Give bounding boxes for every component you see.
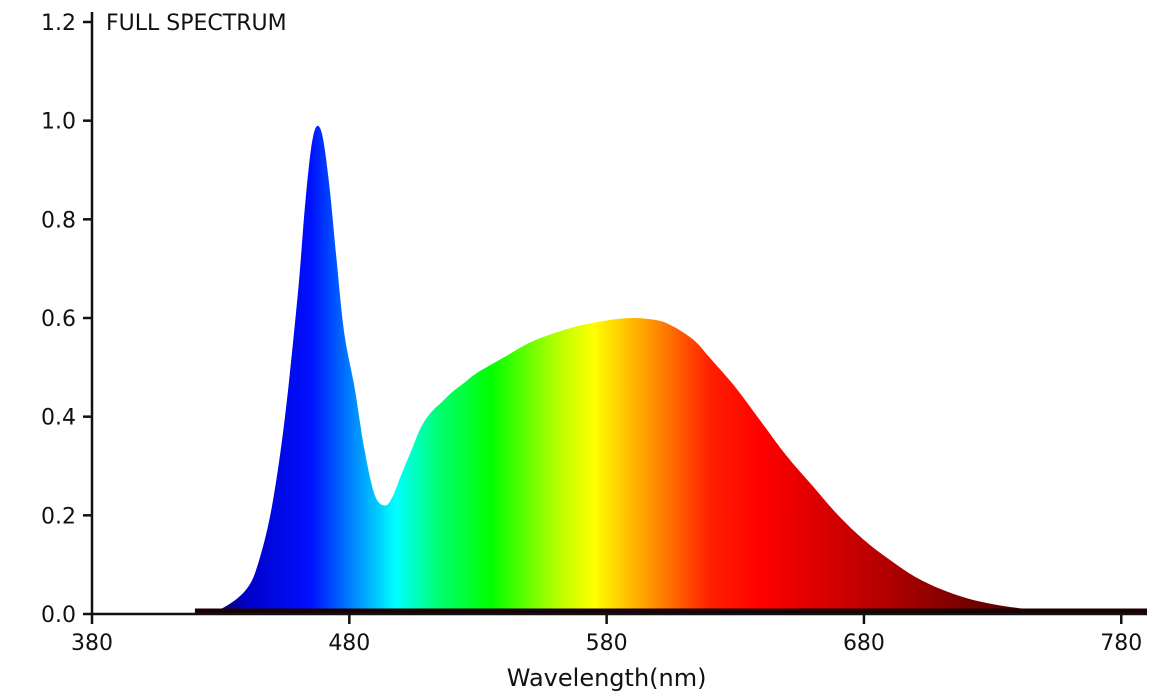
y-tick-label: 0.2 bbox=[41, 504, 76, 529]
x-tick-label: 580 bbox=[586, 631, 628, 656]
x-tick-label: 780 bbox=[1100, 631, 1142, 656]
y-tick-label: 0.0 bbox=[41, 603, 76, 628]
x-tick-label: 480 bbox=[328, 631, 370, 656]
y-tick-label: 0.8 bbox=[41, 208, 76, 233]
y-tick-label: 1.2 bbox=[41, 11, 76, 36]
x-tick-label: 680 bbox=[843, 631, 885, 656]
plot-area bbox=[194, 125, 1147, 615]
y-tick-label: 1.0 bbox=[41, 110, 76, 135]
y-tick-label: 0.4 bbox=[41, 406, 76, 431]
x-axis-ticks: 380 480 580 680 780 bbox=[71, 614, 1142, 656]
y-tick-label: 0.6 bbox=[41, 307, 76, 332]
x-axis-label: Wavelength(nm) bbox=[507, 664, 707, 692]
chart-title: FULL SPECTRUM bbox=[106, 11, 287, 36]
x-tick-label: 380 bbox=[71, 631, 113, 656]
spectrum-area bbox=[194, 125, 1147, 615]
y-axis-ticks: 0.0 0.2 0.4 0.6 0.8 1.0 1.2 bbox=[41, 11, 92, 628]
